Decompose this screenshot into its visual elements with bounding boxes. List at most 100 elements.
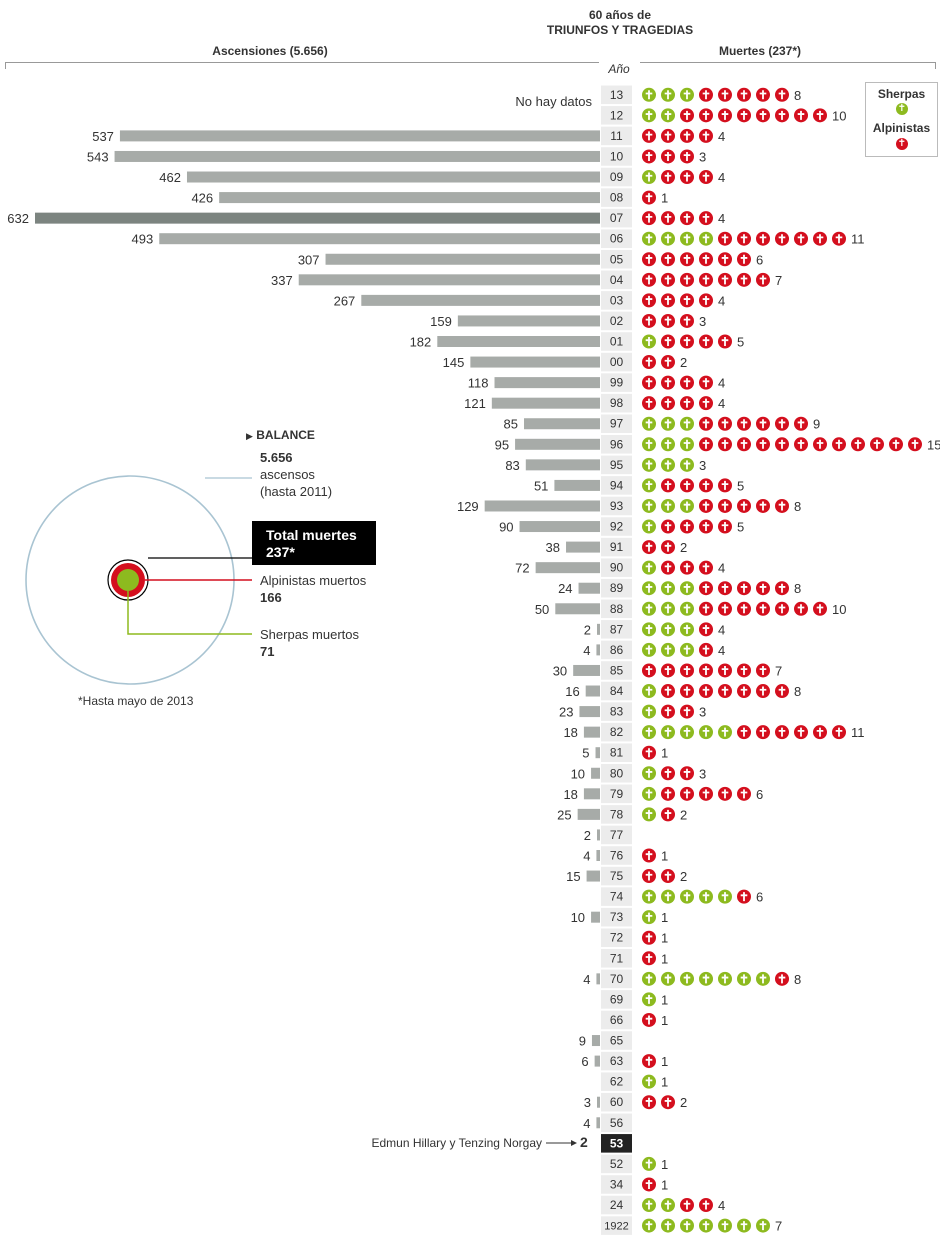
cross-icon [645,686,653,696]
cross-icon [816,110,824,120]
cross-icon [740,419,748,429]
cross-icon [645,542,653,552]
cross-icon [664,604,672,614]
death-total-label: 1 [661,992,668,1007]
ascent-bar [114,150,600,162]
cross-icon [778,110,786,120]
year-label: 77 [610,828,624,842]
death-total-label: 2 [680,540,687,555]
cross-icon [664,809,672,819]
year-label: 99 [610,376,624,390]
death-total-label: 7 [775,1219,782,1234]
cross-icon [778,419,786,429]
ascent-value-label: 16 [565,684,579,699]
death-total-label: 4 [718,561,725,576]
year-label: 78 [610,807,624,821]
cross-icon [702,110,710,120]
cross-icon [683,522,691,532]
cross-icon [702,1200,710,1210]
cross-icon [645,151,653,161]
ascent-value-label: 4 [583,849,590,864]
death-total-label: 4 [718,293,725,308]
year-label: 00 [610,355,624,369]
ascent-bar [595,747,600,759]
cross-icon [683,316,691,326]
cross-icon [721,90,729,100]
sherpa-cross-icon: ✝ [896,103,908,115]
ascent-bar [583,788,600,800]
year-cell [601,393,632,413]
death-total-label: 7 [775,663,782,678]
year-label: 01 [610,335,624,349]
balance-donut [25,475,252,685]
death-total-label: 1 [661,849,668,864]
cross-icon [664,707,672,717]
cross-icon [645,953,653,963]
cross-icon [683,727,691,737]
cross-icon [702,337,710,346]
year-column-label: Año [608,62,630,76]
cross-icon [683,563,691,573]
year-label: 70 [610,972,624,986]
ascent-bar [159,233,601,245]
sherpas-dead-value: 71 [260,644,275,659]
cross-icon [702,645,710,655]
cross-icon [645,1159,653,1169]
play-icon: ▶ [246,431,253,441]
cross-icon [873,439,881,449]
ascent-bar [555,603,600,615]
cross-icon [645,213,653,223]
cross-icon [664,460,672,470]
year-cell [601,1010,632,1030]
year-label: 91 [610,540,624,554]
cross-icon [645,624,653,634]
cross-icon [645,707,653,717]
ascent-value-label: 129 [457,499,479,514]
year-label: 06 [610,232,624,246]
death-total-label: 5 [737,520,744,535]
year-cell [601,558,632,577]
cross-icon [645,460,653,470]
ascent-bar [566,541,600,553]
legend-sherpas-label: Sherpas [877,87,926,101]
cross-icon [645,275,653,285]
cross-icon [683,1200,691,1210]
cross-icon [740,234,748,244]
cross-icon [778,974,786,984]
ascent-value-label: 72 [515,561,529,576]
year-label: 75 [610,869,624,883]
cross-icon [645,234,653,244]
cross-icon [778,686,786,696]
year-cell [601,805,632,824]
sherpas-leader [127,591,252,635]
cross-icon [721,110,729,120]
year-label: 71 [610,951,624,965]
year-label: 88 [610,602,624,616]
ascent-bar [437,336,600,347]
cross-icon [740,439,748,449]
year-label: 52 [610,1157,624,1171]
cross-icon [759,439,767,449]
year-cell [601,537,632,557]
ascent-bar [596,973,600,985]
ascent-value-label: 18 [563,725,577,740]
death-total-label: 1 [661,1075,668,1090]
cross-icon [778,439,786,449]
cross-icon [759,686,767,696]
cross-icon [740,604,748,614]
cross-icon [664,1200,672,1210]
cross-icon [683,789,691,799]
cross-icon [664,768,672,778]
cross-icon [645,974,653,984]
cross-icon [702,480,710,490]
cross-icon [664,974,672,984]
cross-icon [664,522,672,532]
sherpas-dead-label: Sherpas muertos [260,627,359,642]
cross-icon [702,254,710,264]
year-cell [601,414,632,434]
total-deaths-value: 237* [266,544,295,560]
cross-icon [683,768,691,778]
cross-icon [816,234,824,244]
ascent-bar [535,562,600,574]
